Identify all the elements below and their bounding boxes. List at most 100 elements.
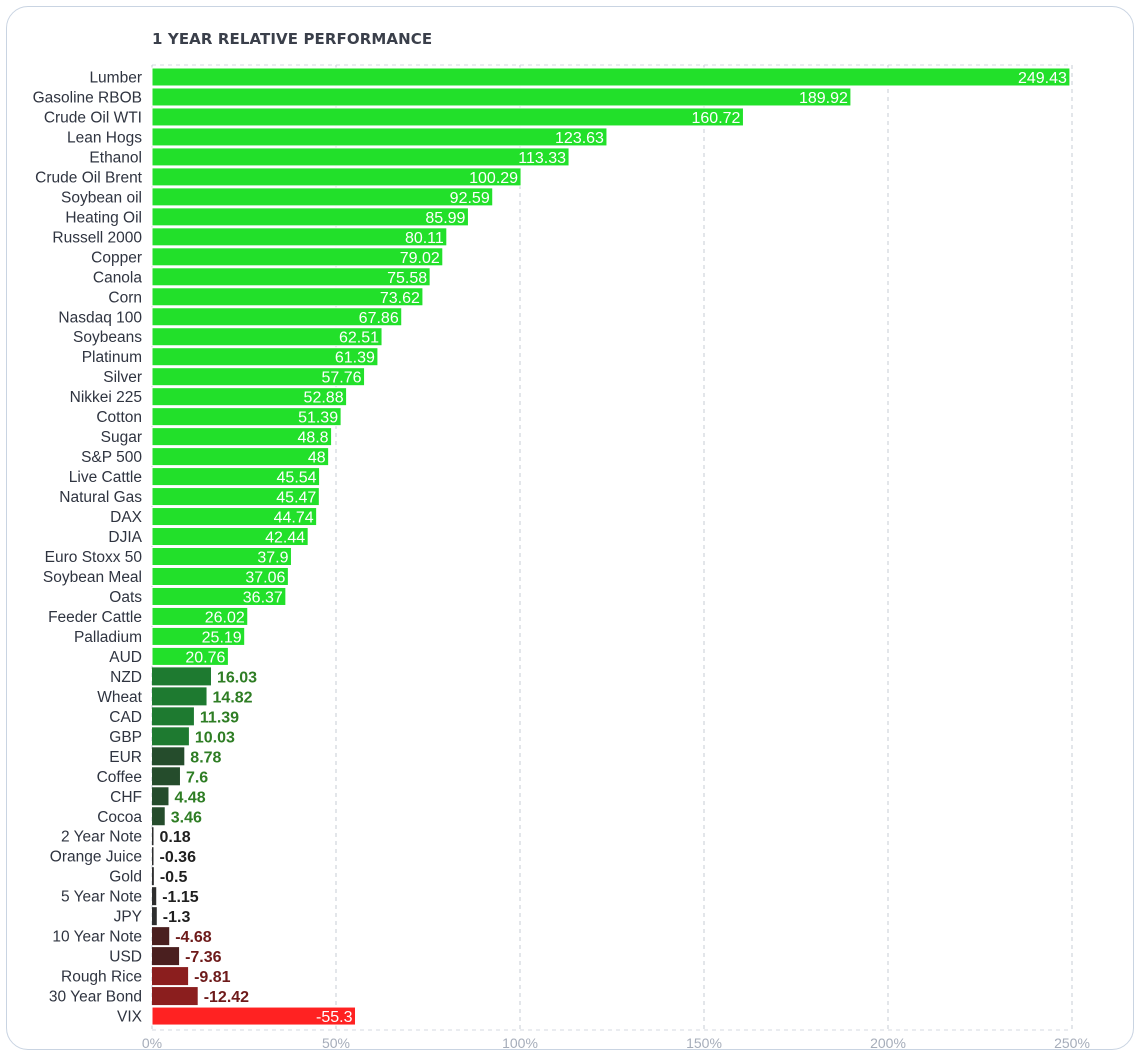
bar [151,227,448,247]
bar [152,847,154,866]
bar [151,87,852,107]
value-label: -9.81 [194,969,231,986]
value-label: 14.82 [213,689,253,706]
value-label: 62.51 [339,330,379,347]
category-label: Crude Oil Brent [35,169,143,186]
category-label: Gasoline RBOB [33,89,142,106]
value-label: 123.63 [555,130,604,147]
value-label: 45.47 [276,490,316,507]
value-label: 57.76 [322,370,362,387]
category-label: Lean Hogs [67,129,142,146]
category-label: 2 Year Note [61,829,142,846]
bar [151,187,494,207]
x-tick-label: 100% [502,1035,538,1051]
category-label: Sugar [101,429,142,446]
value-label: -0.36 [160,849,197,866]
bar [151,247,444,267]
bar [151,267,431,287]
value-label: 42.44 [265,530,305,547]
bar [152,987,198,1006]
value-label: 25.19 [202,629,242,646]
value-label: 73.62 [380,290,420,307]
category-label: NZD [110,669,142,686]
value-label: 113.33 [518,150,566,167]
bar [152,927,170,946]
category-label: Live Cattle [69,469,142,486]
bar [151,67,1071,87]
category-label: DJIA [108,529,142,546]
value-label: 20.76 [185,649,225,666]
value-label: -12.42 [204,989,249,1006]
category-label: Soybean Meal [43,569,142,586]
value-label: 51.39 [298,410,338,427]
bar [151,487,320,507]
category-label: Rough Rice [61,969,142,986]
category-label: Ethanol [89,149,142,166]
category-label: AUD [109,649,142,666]
bar [151,147,570,167]
category-label: Nikkei 225 [70,389,142,406]
bar [151,307,403,327]
category-label: Orange Juice [50,849,142,866]
bar [152,947,180,966]
value-label: -0.5 [160,869,188,886]
value-label: 75.58 [387,270,427,287]
category-label: Copper [91,249,142,266]
bar [151,287,424,307]
bar [151,447,330,467]
category-label: VIX [117,1009,143,1026]
x-tick-label: 50% [322,1035,350,1051]
bar [152,907,157,926]
value-label: 80.11 [405,230,444,247]
value-label: 0.18 [160,829,191,846]
category-label: Coffee [97,769,142,786]
value-label: 45.54 [277,470,317,487]
category-label: Soybean oil [61,189,142,206]
category-label: 30 Year Bond [49,989,142,1006]
category-label: Nasdaq 100 [58,309,142,326]
value-label: 16.03 [217,669,257,686]
value-label: 26.02 [205,609,245,626]
category-label: Corn [108,289,142,306]
category-label: Natural Gas [59,489,142,506]
value-label: 160.72 [692,110,741,127]
category-label: JPY [114,909,142,926]
bar [151,407,342,427]
bar [151,107,744,127]
value-label: 48 [308,450,326,467]
category-label: USD [109,949,142,966]
chart-title: 1 YEAR RELATIVE PERFORMANCE [152,30,433,48]
bar [151,547,292,567]
bar [152,707,194,726]
value-label: 92.59 [450,190,490,207]
bar [152,727,189,746]
value-label: 189.92 [799,90,848,107]
bar [151,347,379,367]
category-label: EUR [109,749,142,766]
category-label: Wheat [97,689,142,706]
value-label: 67.86 [359,310,399,327]
bar [152,787,169,806]
category-label: S&P 500 [81,449,142,466]
bar [152,747,185,766]
value-label: 79.02 [400,250,440,267]
value-label: 48.8 [297,430,328,447]
bar [151,626,246,646]
value-label: -7.36 [185,949,222,966]
bar [151,566,289,586]
value-label: 11.39 [200,709,239,726]
category-label: Silver [103,369,142,386]
bar [151,646,229,666]
bar [151,606,249,626]
category-label: Platinum [82,349,142,366]
category-label: Oats [109,589,142,606]
bar [152,967,189,986]
bar [151,167,522,187]
bar [151,367,366,387]
bar [152,887,157,906]
category-label: Canola [93,269,142,286]
category-label: Gold [109,869,142,886]
value-label: -1.15 [162,889,199,906]
bar [151,467,321,487]
